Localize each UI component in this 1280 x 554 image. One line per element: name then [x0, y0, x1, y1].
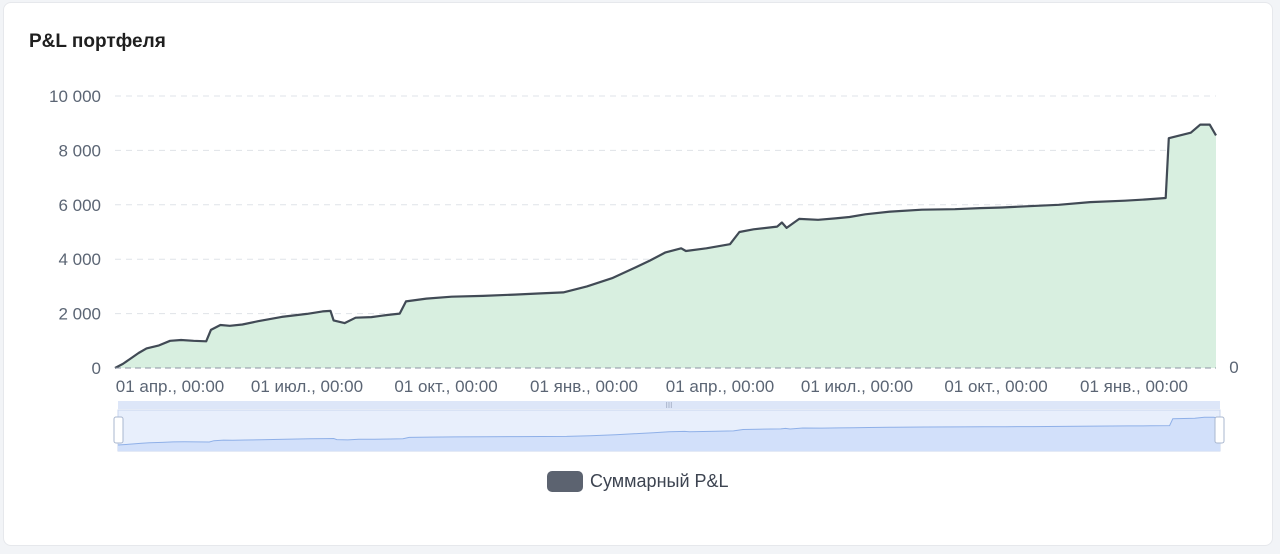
y-tick-label: 4 000 [58, 250, 101, 269]
x-tick-label: 01 апр., 00:00 [116, 377, 224, 396]
legend-label[interactable]: Суммарный P&L [590, 471, 729, 491]
y-tick-label: 10 000 [49, 87, 101, 106]
zoom-drag-bar[interactable] [118, 401, 1220, 409]
right-axis-label: 0 [1229, 358, 1238, 377]
pnl-series-line [114, 123, 1217, 369]
x-tick-label: 01 апр., 00:00 [666, 377, 774, 396]
zoom-handle-right[interactable] [1214, 416, 1225, 444]
zoom-slider[interactable]: III [113, 401, 1225, 452]
y-tick-label: 8 000 [58, 141, 101, 160]
x-tick-label: 01 июл., 00:00 [801, 377, 913, 396]
legend[interactable]: Суммарный P&L [547, 471, 729, 492]
y-tick-label: 2 000 [58, 305, 101, 324]
y-tick-label: 6 000 [58, 196, 101, 215]
zoom-handle-left[interactable] [113, 416, 124, 444]
pnl-area [115, 124, 1216, 368]
x-axis: 01 апр., 00:00 01 июл., 00:00 01 окт., 00:… [116, 377, 1188, 396]
chart-title: P&L портфеля [29, 31, 166, 52]
x-tick-label: 01 янв., 00:00 [1080, 377, 1188, 396]
x-tick-label: 01 окт., 00:00 [944, 377, 1047, 396]
legend-swatch[interactable] [547, 471, 583, 492]
x-tick-label: 01 янв., 00:00 [530, 377, 638, 396]
x-tick-label: 01 июл., 00:00 [251, 377, 363, 396]
y-tick-label: 0 [92, 359, 101, 378]
y-axis: 0 2 000 4 000 6 000 8 000 10 000 [49, 87, 101, 378]
zoom-drag-icon[interactable]: III [666, 401, 673, 410]
zoom-preview-line [117, 416, 1221, 446]
x-tick-label: 01 окт., 00:00 [394, 377, 497, 396]
zoom-preview-area [118, 417, 1220, 451]
